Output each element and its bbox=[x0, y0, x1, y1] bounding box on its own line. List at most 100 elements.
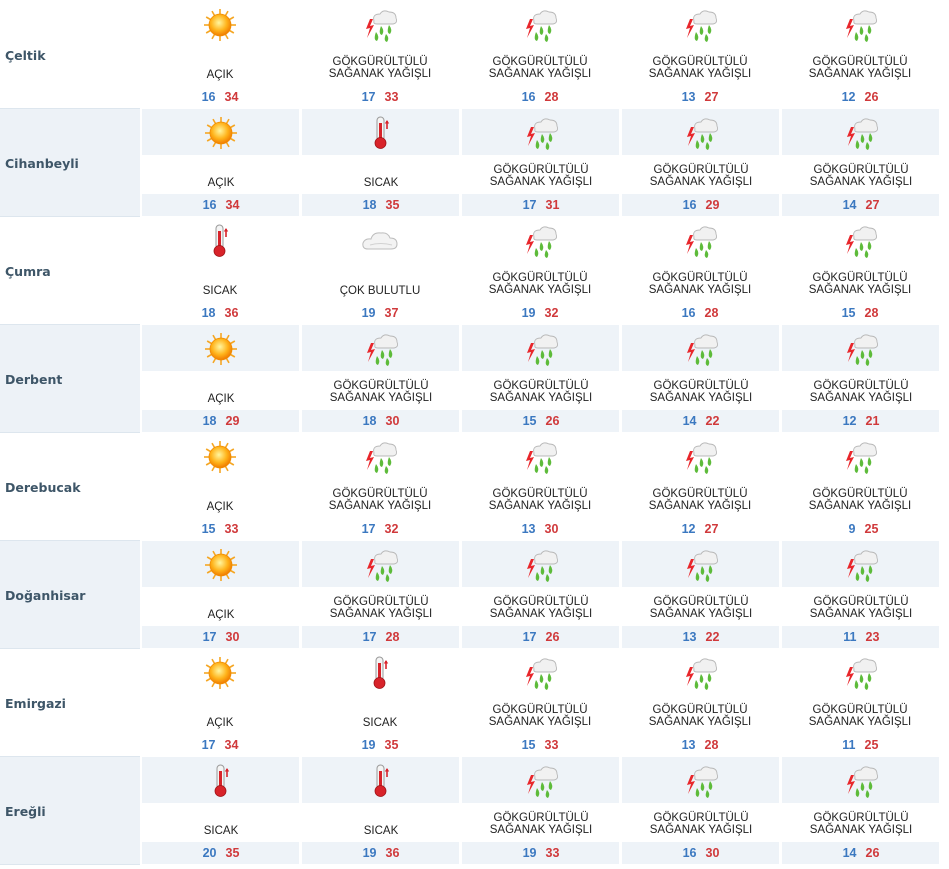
condition-line: GÖKGÜRÜLTÜLÜ bbox=[493, 380, 589, 392]
temperature-range: 17 34 bbox=[141, 738, 299, 752]
condition-text: GÖKGÜRÜLTÜLÜ SAĞANAK YAĞIŞLI bbox=[302, 596, 460, 620]
city-name[interactable]: Ereğli bbox=[5, 804, 46, 819]
thunder-rain-icon bbox=[841, 331, 881, 367]
temperature-range: 19 32 bbox=[461, 306, 619, 320]
temperature-range: 18 29 bbox=[142, 414, 300, 428]
thunder-rain-icon bbox=[841, 115, 881, 151]
condition-text: SICAK bbox=[302, 177, 460, 189]
low-temp: 14 bbox=[842, 846, 857, 860]
condition-line: SAĞANAK YAĞIŞLI bbox=[648, 284, 752, 296]
condition-text: ÇOK BULUTLU bbox=[301, 285, 459, 297]
condition-line: SICAK bbox=[363, 825, 399, 837]
city-cell: Çeltik bbox=[0, 1, 140, 109]
cell-band-bottom bbox=[142, 626, 299, 648]
condition-text: GÖKGÜRÜLTÜLÜ SAĞANAK YAĞIŞLI bbox=[302, 380, 460, 404]
forecast-day-cell: SICAK 18 35 bbox=[301, 109, 460, 217]
temperature-range: 11 23 bbox=[782, 630, 940, 644]
cell-band-bottom bbox=[782, 194, 939, 216]
thunder-rain-icon bbox=[520, 7, 560, 43]
condition-line: GÖKGÜRÜLTÜLÜ bbox=[813, 380, 909, 392]
condition-text: GÖKGÜRÜLTÜLÜ SAĞANAK YAĞIŞLI bbox=[621, 488, 779, 512]
low-temp: 16 bbox=[202, 198, 217, 212]
temperature-range: 18 36 bbox=[141, 306, 299, 320]
cell-band-bottom bbox=[622, 626, 779, 648]
low-temp: 15 bbox=[522, 414, 537, 428]
low-temp: 18 bbox=[201, 306, 216, 320]
condition-line: GÖKGÜRÜLTÜLÜ bbox=[492, 272, 588, 284]
city-name[interactable]: Doğanhisar bbox=[5, 588, 86, 603]
high-temp: 36 bbox=[224, 306, 239, 320]
cell-band-bottom bbox=[782, 410, 939, 432]
condition-text: GÖKGÜRÜLTÜLÜ SAĞANAK YAĞIŞLI bbox=[781, 272, 939, 296]
condition-line: SAĞANAK YAĞIŞLI bbox=[649, 392, 753, 404]
high-temp: 37 bbox=[384, 306, 399, 320]
high-temp: 28 bbox=[544, 90, 559, 104]
city-name[interactable]: Cihanbeyli bbox=[5, 156, 79, 171]
sun-icon bbox=[200, 655, 240, 691]
condition-line: SICAK bbox=[203, 825, 239, 837]
thermometer-icon bbox=[361, 763, 401, 799]
thunder-rain-icon bbox=[681, 115, 721, 151]
table-row: Ereğli SICAK 20 35 SICAK 19 36 GÖKGÜRÜLTÜLÜ SAĞA… bbox=[0, 757, 942, 865]
city-name[interactable]: Çeltik bbox=[5, 48, 46, 63]
condition-line: SICAK bbox=[362, 717, 398, 729]
forecast-day-cell: AÇIK 18 29 bbox=[141, 325, 300, 433]
city-name[interactable]: Çumra bbox=[5, 264, 51, 279]
high-temp: 26 bbox=[545, 630, 560, 644]
temperature-range: 13 27 bbox=[621, 90, 779, 104]
city-name[interactable]: Emirgazi bbox=[5, 696, 66, 711]
forecast-day-cell: GÖKGÜRÜLTÜLÜ SAĞANAK YAĞIŞLI 13 30 bbox=[461, 433, 619, 541]
cell-band-bottom bbox=[462, 842, 619, 864]
low-temp: 16 bbox=[201, 90, 216, 104]
condition-line: GÖKGÜRÜLTÜLÜ bbox=[493, 812, 589, 824]
condition-line: SAĞANAK YAĞIŞLI bbox=[809, 608, 913, 620]
condition-line: GÖKGÜRÜLTÜLÜ bbox=[492, 56, 588, 68]
low-temp: 18 bbox=[202, 414, 217, 428]
low-temp: 11 bbox=[843, 630, 857, 644]
temperature-range: 15 33 bbox=[141, 522, 299, 536]
condition-text: GÖKGÜRÜLTÜLÜ SAĞANAK YAĞIŞLI bbox=[621, 272, 779, 296]
thunder-rain-icon bbox=[841, 547, 881, 583]
temperature-range: 18 30 bbox=[302, 414, 460, 428]
forecast-day-cell: GÖKGÜRÜLTÜLÜ SAĞANAK YAĞIŞLI 12 26 bbox=[781, 1, 939, 109]
condition-line: GÖKGÜRÜLTÜLÜ bbox=[812, 56, 908, 68]
condition-line: SAĞANAK YAĞIŞLI bbox=[489, 608, 593, 620]
condition-line: SAĞANAK YAĞIŞLI bbox=[809, 176, 913, 188]
cell-band-bottom bbox=[302, 410, 459, 432]
city-name[interactable]: Derbent bbox=[5, 372, 63, 387]
temperature-range: 15 33 bbox=[461, 738, 619, 752]
condition-line: AÇIK bbox=[207, 609, 235, 621]
condition-line: GÖKGÜRÜLTÜLÜ bbox=[813, 812, 909, 824]
condition-line: AÇIK bbox=[207, 393, 235, 405]
temperature-range: 13 30 bbox=[461, 522, 619, 536]
temperature-range: 17 30 bbox=[142, 630, 300, 644]
condition-line: GÖKGÜRÜLTÜLÜ bbox=[492, 488, 588, 500]
temperature-range: 17 28 bbox=[302, 630, 460, 644]
thermometer-icon bbox=[361, 115, 401, 151]
condition-line: GÖKGÜRÜLTÜLÜ bbox=[653, 164, 749, 176]
high-temp: 34 bbox=[224, 90, 239, 104]
high-temp: 28 bbox=[704, 306, 719, 320]
condition-line: AÇIK bbox=[206, 69, 234, 81]
condition-line: GÖKGÜRÜLTÜLÜ bbox=[652, 704, 748, 716]
forecast-day-cell: GÖKGÜRÜLTÜLÜ SAĞANAK YAĞIŞLI 17 33 bbox=[301, 1, 459, 109]
city-name[interactable]: Derebucak bbox=[5, 480, 81, 495]
temperature-range: 15 28 bbox=[781, 306, 939, 320]
condition-line: SAĞANAK YAĞIŞLI bbox=[648, 716, 752, 728]
condition-line: GÖKGÜRÜLTÜLÜ bbox=[493, 164, 589, 176]
condition-line: SICAK bbox=[363, 177, 399, 189]
temperature-range: 13 28 bbox=[621, 738, 779, 752]
condition-line: GÖKGÜRÜLTÜLÜ bbox=[653, 380, 749, 392]
condition-line: GÖKGÜRÜLTÜLÜ bbox=[812, 704, 908, 716]
temperature-range: 14 26 bbox=[782, 846, 940, 860]
cell-band-bottom bbox=[462, 194, 619, 216]
cell-band-bottom bbox=[622, 410, 779, 432]
condition-text: GÖKGÜRÜLTÜLÜ SAĞANAK YAĞIŞLI bbox=[301, 488, 459, 512]
condition-line: SAĞANAK YAĞIŞLI bbox=[488, 284, 592, 296]
low-temp: 9 bbox=[848, 522, 856, 536]
condition-line: GÖKGÜRÜLTÜLÜ bbox=[812, 488, 908, 500]
low-temp: 19 bbox=[362, 846, 377, 860]
low-temp: 16 bbox=[681, 306, 696, 320]
low-temp: 19 bbox=[361, 738, 376, 752]
